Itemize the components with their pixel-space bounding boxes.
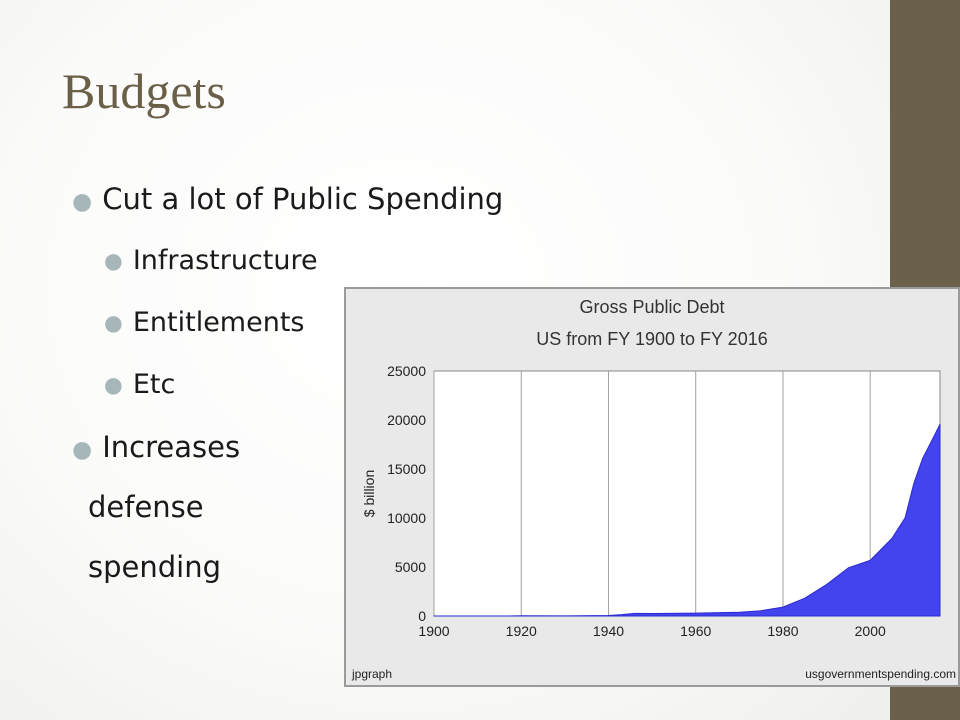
bullet-dot-icon: ● [104, 311, 123, 336]
sub-bullet-item: ● Entitlements [104, 307, 305, 338]
bullet-dot-icon: ● [104, 249, 123, 274]
chart-footer-left: jpgraph [352, 667, 393, 681]
bullet-item: ● Cut a lot of Public Spending [72, 182, 504, 216]
chart-footer-right: usgovernmentspending.com [805, 667, 956, 681]
y-tick-label: 25000 [387, 363, 426, 379]
slide-title: Budgets [62, 63, 226, 119]
x-tick-label: 1900 [418, 623, 449, 639]
debt-area-series [433, 423, 941, 617]
x-tick-label: 1920 [506, 623, 537, 639]
bullet-dot-icon: ● [72, 187, 93, 215]
bullet-dot-icon: ● [72, 435, 93, 463]
chart-title: Gross Public Debt [579, 297, 725, 317]
bullet-item: ● Increases [72, 430, 241, 464]
bullet-dot-icon: ● [104, 373, 123, 398]
x-tick-label: 2000 [855, 623, 886, 639]
y-tick-label: 15000 [387, 461, 426, 477]
debt-chart: Gross Public Debt US from FY 1900 to FY … [344, 287, 960, 687]
y-tick-label: 0 [418, 608, 426, 624]
sub-bullet-item: ● Infrastructure [104, 245, 318, 276]
continuation-text: spending [88, 550, 221, 584]
sub-bullet-item: ● Etc [104, 369, 176, 400]
y-tick-label: 20000 [387, 412, 426, 428]
y-axis-label: $ billion [361, 470, 377, 517]
x-tick-label: 1960 [680, 623, 711, 639]
y-tick-label: 10000 [387, 510, 426, 526]
y-tick-label: 5000 [395, 559, 426, 575]
chart-plot: 1900 1920 1940 1960 1980 20000500010000150002… [361, 363, 941, 639]
chart-subtitle: US from FY 1900 to FY 2016 [536, 329, 768, 349]
continuation-text: defense [88, 490, 204, 524]
x-tick-label: 1940 [593, 623, 624, 639]
x-tick-label: 1980 [767, 623, 798, 639]
